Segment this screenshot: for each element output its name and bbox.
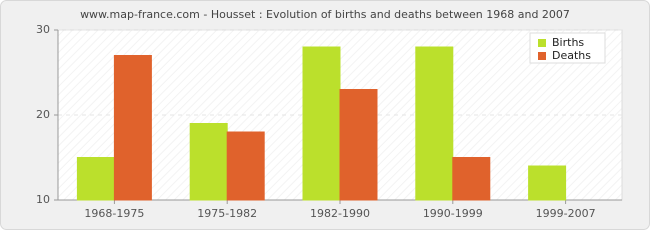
legend-box (529, 32, 606, 64)
bar (226, 131, 265, 201)
bar (528, 165, 567, 201)
legend-swatch (538, 39, 546, 47)
legend-swatch (538, 52, 546, 60)
chart: www.map-france.com - Housset : Evolution… (0, 0, 650, 230)
x-tick-label: 1975-1982 (197, 207, 257, 220)
bar (113, 55, 152, 201)
bar (339, 89, 378, 201)
bar (452, 157, 491, 201)
x-tick-label: 1982-1990 (310, 207, 370, 220)
bar (189, 123, 228, 201)
bar (302, 46, 341, 201)
y-tick-label: 30 (36, 23, 50, 36)
x-tick-label: 1968-1975 (84, 207, 144, 220)
legend-label: Births (552, 36, 584, 49)
x-tick-label: 1999-2007 (536, 207, 596, 220)
x-tick-label: 1990-1999 (423, 207, 483, 220)
legend-label: Deaths (552, 49, 591, 62)
y-tick-label: 20 (36, 108, 50, 121)
y-tick-label: 10 (36, 193, 50, 206)
chart-title: www.map-france.com - Housset : Evolution… (80, 8, 570, 21)
bar (76, 157, 115, 201)
bar (415, 46, 454, 201)
